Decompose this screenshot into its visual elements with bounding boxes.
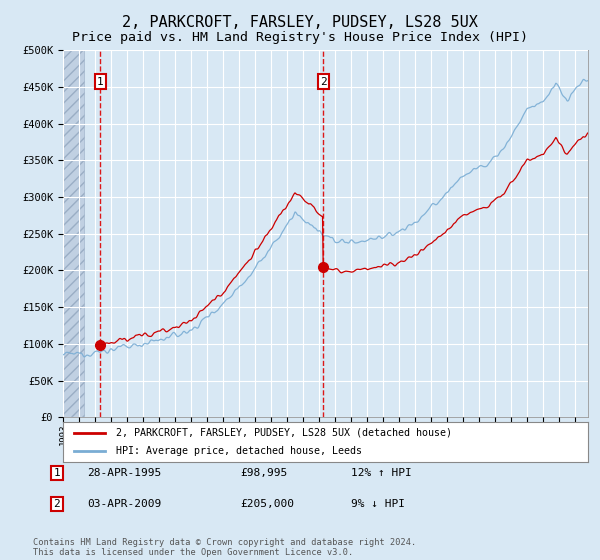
Text: 1: 1 (53, 468, 61, 478)
Text: £205,000: £205,000 (240, 499, 294, 509)
Text: Price paid vs. HM Land Registry's House Price Index (HPI): Price paid vs. HM Land Registry's House … (72, 31, 528, 44)
Text: 1: 1 (97, 77, 104, 87)
Text: 28-APR-1995: 28-APR-1995 (87, 468, 161, 478)
Text: 2, PARKCROFT, FARSLEY, PUDSEY, LS28 5UX (detached house): 2, PARKCROFT, FARSLEY, PUDSEY, LS28 5UX … (115, 428, 452, 437)
Text: 9% ↓ HPI: 9% ↓ HPI (351, 499, 405, 509)
Text: 2: 2 (53, 499, 61, 509)
Text: Contains HM Land Registry data © Crown copyright and database right 2024.
This d: Contains HM Land Registry data © Crown c… (33, 538, 416, 557)
Text: 2: 2 (320, 77, 326, 87)
Text: 03-APR-2009: 03-APR-2009 (87, 499, 161, 509)
Text: £98,995: £98,995 (240, 468, 287, 478)
Text: 12% ↑ HPI: 12% ↑ HPI (351, 468, 412, 478)
Text: 2, PARKCROFT, FARSLEY, PUDSEY, LS28 5UX: 2, PARKCROFT, FARSLEY, PUDSEY, LS28 5UX (122, 15, 478, 30)
Text: HPI: Average price, detached house, Leeds: HPI: Average price, detached house, Leed… (115, 446, 361, 456)
